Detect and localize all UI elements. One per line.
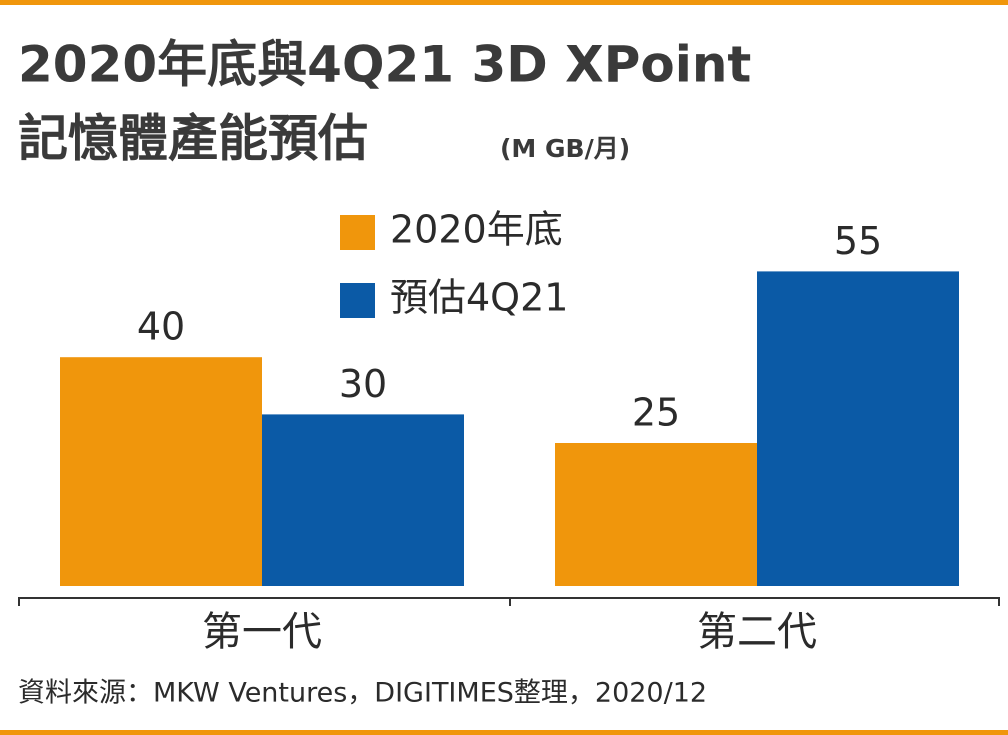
legend-label: 預估4Q21 xyxy=(390,276,568,320)
bar xyxy=(757,271,959,586)
x-tick-label: 第一代 xyxy=(202,609,322,655)
source-note: 資料來源：MKW Ventures，DIGITIMES整理，2020/12 xyxy=(18,678,707,709)
x-tick-label: 第二代 xyxy=(697,609,817,655)
legend-swatch xyxy=(340,215,375,250)
data-label: 30 xyxy=(339,362,387,406)
data-label: 55 xyxy=(834,219,882,263)
legend-label: 2020年底 xyxy=(390,208,563,252)
unit-label: (M GB/月) xyxy=(500,134,630,163)
top-rule xyxy=(0,0,1008,5)
bottom-rule xyxy=(0,730,1008,735)
chart-title: 記憶體產能預估 xyxy=(18,110,368,168)
bar xyxy=(555,443,757,586)
bar xyxy=(60,357,262,586)
data-label: 25 xyxy=(632,391,680,435)
data-label: 40 xyxy=(137,305,185,349)
legend-swatch xyxy=(340,283,375,318)
bar xyxy=(262,414,464,586)
chart-title: 2020年底與4Q21 3D XPoint xyxy=(18,36,751,94)
